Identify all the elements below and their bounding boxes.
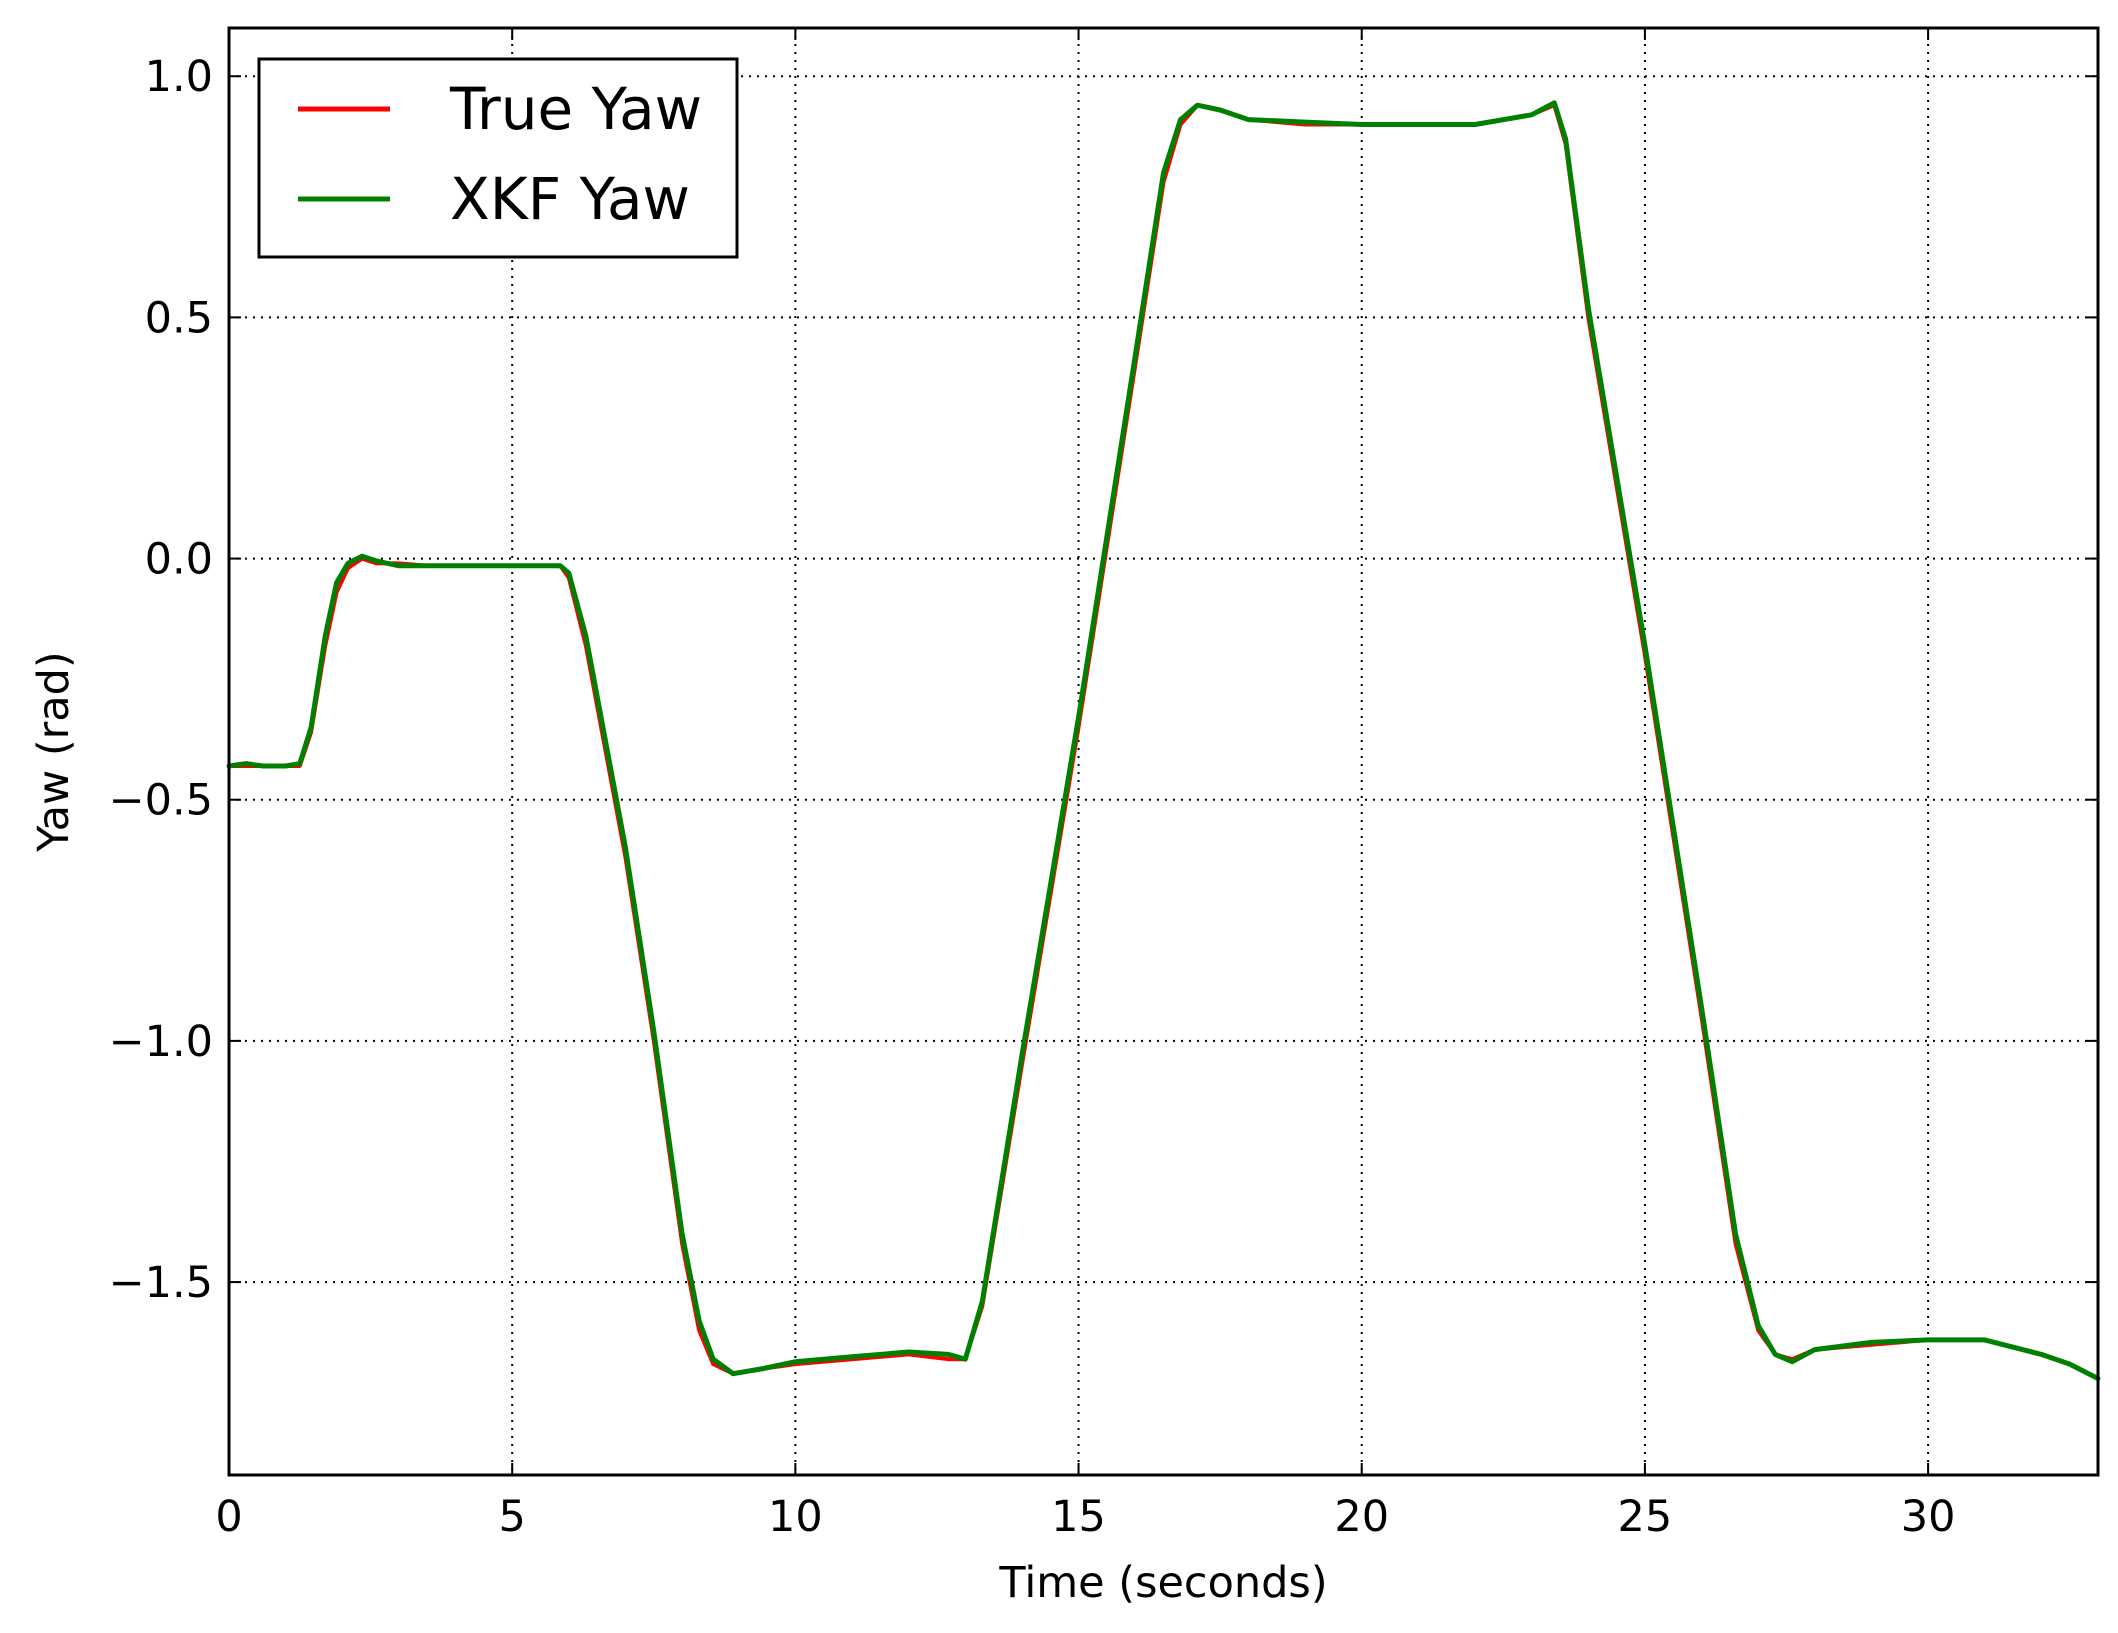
y-tick-labels: 1.0 0.5 0.0 −0.5 −1.0 −1.5 xyxy=(109,52,213,1308)
y-axis-label: Yaw (rad) xyxy=(29,651,79,852)
x-tick-label: 15 xyxy=(1051,1492,1106,1542)
series-line-true-yaw xyxy=(227,103,2100,1381)
x-tick-label: 25 xyxy=(1618,1492,1673,1542)
x-tick-label: 20 xyxy=(1334,1492,1389,1542)
y-tick-label: 0.5 xyxy=(145,293,213,343)
legend-box xyxy=(257,57,739,259)
plot-frame xyxy=(227,26,2100,1477)
y-tick-label: −0.5 xyxy=(109,776,213,826)
legend: True Yaw XKF Yaw xyxy=(257,57,739,259)
x-tick-label: 10 xyxy=(768,1492,823,1542)
x-tick-label: 5 xyxy=(499,1492,526,1542)
legend-label: True Yaw xyxy=(449,75,702,143)
y-tick-label: 0.0 xyxy=(145,535,213,585)
tick-marks xyxy=(228,28,2098,1475)
y-tick-label: −1.0 xyxy=(109,1017,213,1067)
y-tick-label: −1.5 xyxy=(109,1258,213,1308)
x-tick-label: 30 xyxy=(1901,1492,1956,1542)
plot-lines xyxy=(226,100,2101,1381)
grid-lines xyxy=(229,28,2098,1475)
legend-label: XKF Yaw xyxy=(450,165,690,233)
x-tick-labels: 0 5 10 15 20 25 30 xyxy=(215,1492,1955,1542)
x-axis-label: Time (seconds) xyxy=(998,1558,1327,1608)
y-tick-label: 1.0 xyxy=(145,52,213,102)
x-tick-label: 0 xyxy=(215,1492,242,1542)
series-line-xkf-yaw xyxy=(226,100,2101,1381)
